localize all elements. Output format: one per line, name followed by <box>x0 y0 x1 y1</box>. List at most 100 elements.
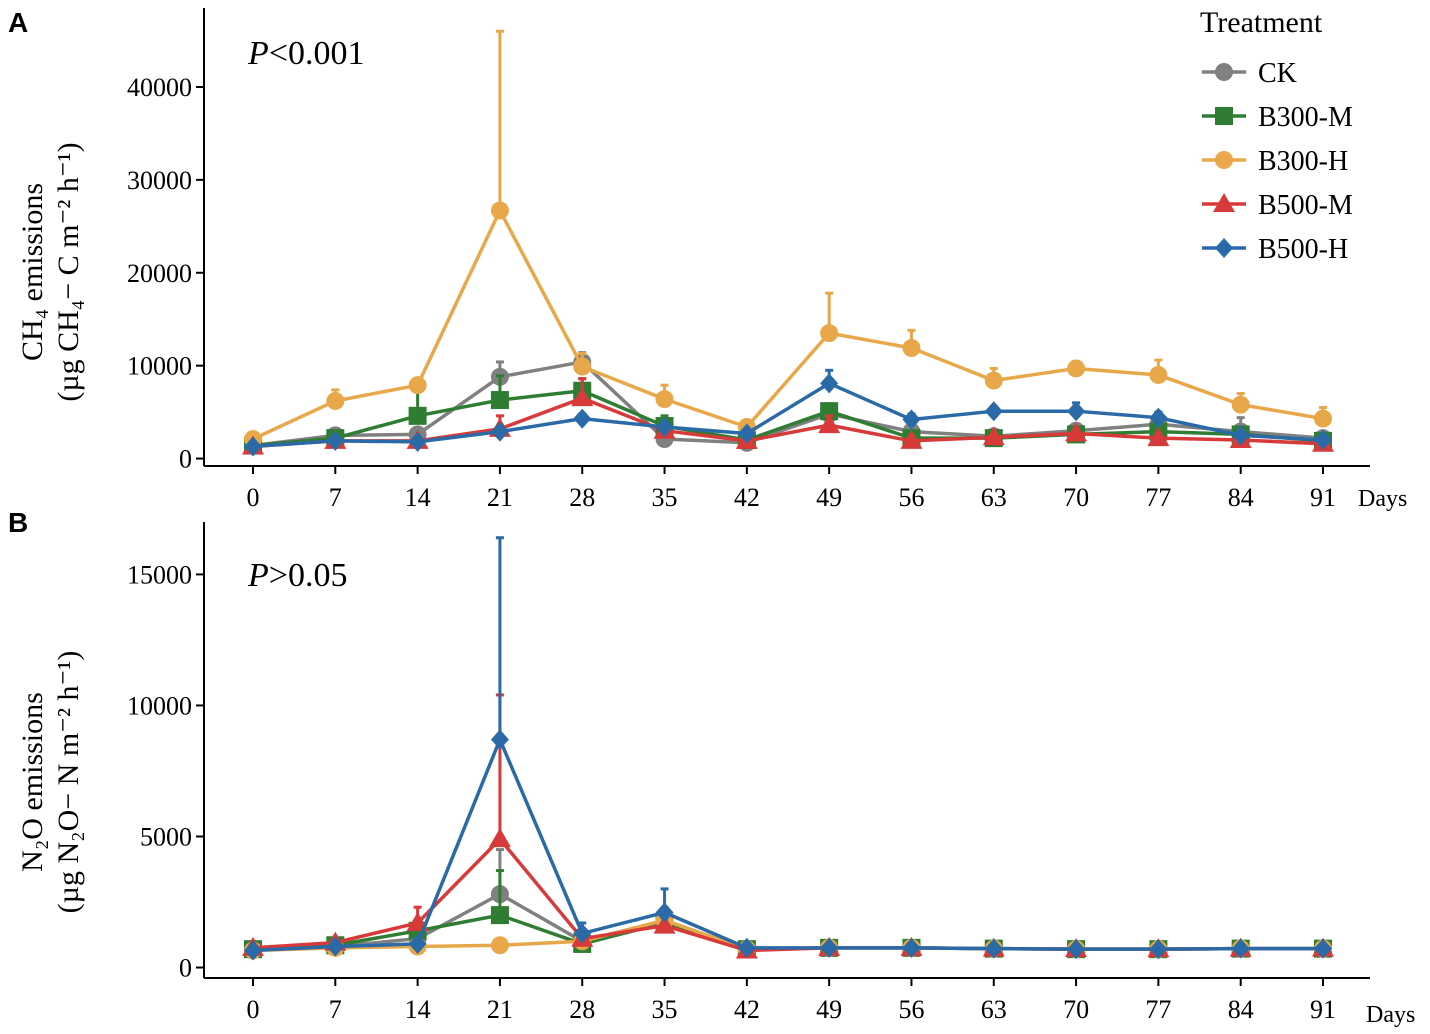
data-point <box>490 729 509 750</box>
panel-b-x-tick-label: 0 <box>247 995 260 1024</box>
data-point <box>490 936 509 955</box>
panel-a-p-value: <0.001 <box>269 35 365 72</box>
data-point <box>1149 939 1168 960</box>
panel-b-x-tick-label: 7 <box>329 995 342 1024</box>
data-point <box>737 423 756 444</box>
panel-b-series-ck <box>244 848 1332 959</box>
data-point <box>326 936 345 957</box>
data-point <box>984 371 1003 390</box>
panel-b-x-tick-label: 84 <box>1228 995 1254 1024</box>
data-point <box>490 201 509 220</box>
panel-a-x-tick-label: 28 <box>569 483 595 512</box>
series-line <box>252 389 1324 448</box>
legend: Treatment CK B300-M B300-H B500-M B500-H <box>1200 6 1353 265</box>
panel-b-plot: 0 5000 10000 15000 0 7 14 21 28 35 42 49 56 63 70 77 84 9… <box>127 522 1370 1024</box>
panel-b: B P>0.05 N₂O emissions (µg N₂O− N m⁻² h⁻… <box>8 507 1415 1028</box>
data-point <box>1149 365 1168 384</box>
series-line <box>252 208 1324 441</box>
data-point <box>408 406 427 425</box>
legend-marker <box>1215 107 1233 125</box>
panel-a-ylabel: CH₄ emissions (µg CH₄− C m⁻² h⁻¹) <box>16 142 85 401</box>
panel-b-ylabel: N₂O emissions (µg N₂O− N m⁻² h⁻¹) <box>16 651 85 914</box>
panel-b-x-tick-label: 49 <box>816 995 842 1024</box>
data-point <box>244 940 262 961</box>
data-point <box>1231 938 1250 959</box>
data-point <box>655 902 674 923</box>
data-point <box>1314 409 1332 428</box>
data-point <box>1231 395 1250 414</box>
data-point <box>900 429 923 449</box>
panel-a-y-tick-label: 10000 <box>127 352 192 381</box>
data-point <box>490 421 509 442</box>
panel-a-y-tick-label: 0 <box>179 445 192 474</box>
series-line <box>252 381 1324 449</box>
data-point <box>571 387 594 407</box>
panel-a-plot: 0 10000 20000 30000 40000 0 7 14 21 28 35 42 49 56 63 7… <box>127 8 1370 512</box>
data-point <box>737 937 756 958</box>
data-point <box>573 408 592 429</box>
data-point <box>1147 427 1170 447</box>
series-line <box>252 360 1324 448</box>
data-point <box>326 430 345 451</box>
panel-a-y-tick-label: 30000 <box>127 166 192 195</box>
panel-a: A P<0.001 CH₄ emissions (µg CH₄− C m⁻² h… <box>8 7 1407 512</box>
data-point <box>488 828 511 848</box>
legend-label: B300-H <box>1258 146 1348 177</box>
panel-b-x-tick-label: 56 <box>898 995 924 1024</box>
data-point <box>1314 429 1332 450</box>
legend-label: CK <box>1258 58 1297 89</box>
panel-a-x-tick-label: 77 <box>1145 483 1171 512</box>
panel-a-xlabel: Days <box>1358 486 1407 512</box>
panel-b-x-tick-label: 21 <box>487 995 513 1024</box>
panel-b-series-b500-h <box>244 536 1332 961</box>
panel-a-p-italic: P <box>247 35 269 72</box>
data-point <box>820 373 839 394</box>
legend-label: B500-M <box>1258 190 1353 221</box>
panel-a-p-annotation: P<0.001 <box>247 35 364 72</box>
legend-title: Treatment <box>1200 6 1323 39</box>
panel-a-label: A <box>8 7 28 38</box>
data-point <box>655 390 674 409</box>
panel-a-x-tick-label: 49 <box>816 483 842 512</box>
panel-b-y-tick-label: 15000 <box>127 560 192 589</box>
panel-b-label: B <box>8 507 28 538</box>
data-point <box>984 401 1003 422</box>
panel-a-series-b300-h <box>244 29 1332 449</box>
data-point <box>820 324 839 343</box>
data-point <box>1231 425 1250 446</box>
data-point <box>408 933 427 954</box>
legend-item-b300-h: B300-H <box>1202 146 1348 177</box>
legend-item-b500-m: B500-M <box>1202 190 1353 221</box>
data-point <box>573 923 592 944</box>
panel-b-x-tick-label: 42 <box>734 995 760 1024</box>
legend-label: B300-M <box>1258 102 1353 133</box>
data-point <box>984 938 1003 959</box>
panel-a-x-tick-label: 91 <box>1310 483 1336 512</box>
panel-b-y-tick-label: 0 <box>179 954 192 983</box>
data-point <box>573 357 592 376</box>
panel-b-y-tick-label: 5000 <box>140 822 192 851</box>
data-point <box>818 414 841 434</box>
panel-b-x-tick-label: 63 <box>981 995 1007 1024</box>
panel-b-ylabel-line2: (µg N₂O− N m⁻² h⁻¹) <box>52 651 85 914</box>
data-point <box>982 426 1005 446</box>
panel-b-x-tick-label: 35 <box>652 995 678 1024</box>
panel-a-x-tick-label: 14 <box>405 483 431 512</box>
legend-marker <box>1213 193 1235 212</box>
panel-a-ylabel-line1: CH₄ emissions <box>16 183 49 361</box>
data-point <box>1067 939 1086 960</box>
panel-a-x-tick-label: 42 <box>734 483 760 512</box>
panel-b-series-b500-m <box>242 693 1334 959</box>
data-point <box>1067 401 1086 422</box>
legend-items: CK B300-M B300-H B500-M B500-H <box>1202 58 1353 265</box>
panel-a-x-tick-label: 84 <box>1228 483 1254 512</box>
legend-item-b500-h: B500-H <box>1202 234 1348 265</box>
legend-marker <box>1215 63 1233 81</box>
data-point <box>1065 422 1088 442</box>
panel-b-xlabel: Days <box>1366 1002 1415 1028</box>
data-point <box>820 402 839 421</box>
panel-a-series-b500-h <box>244 368 1332 457</box>
legend-item-b300-m: B300-M <box>1202 102 1353 133</box>
data-point <box>490 391 509 410</box>
